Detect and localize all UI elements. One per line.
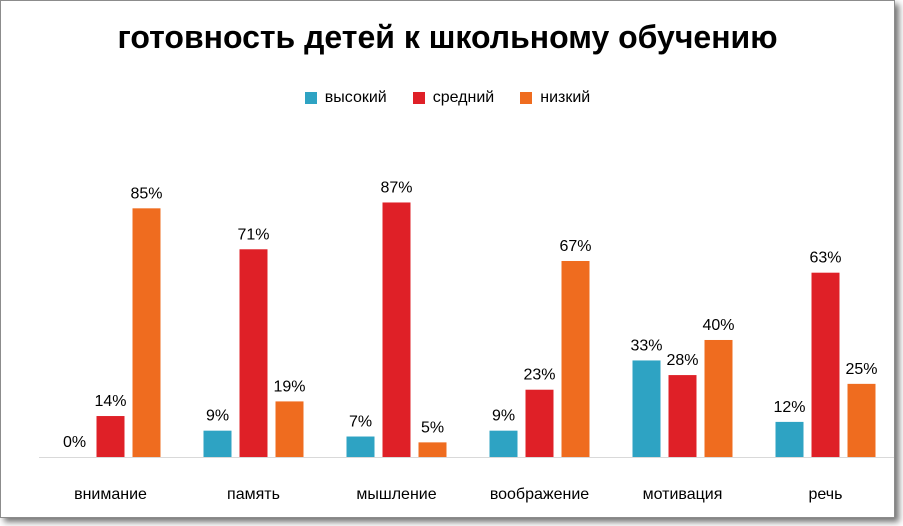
category-label: мышление bbox=[356, 486, 436, 503]
data-label: 33% bbox=[630, 337, 662, 354]
bar-речь-низкий bbox=[847, 383, 876, 457]
bar-память-высокий bbox=[203, 430, 232, 457]
bar-мотивация-средний bbox=[668, 375, 697, 457]
bar-речь-высокий bbox=[775, 421, 804, 457]
data-label: 9% bbox=[206, 408, 229, 425]
data-label: 87% bbox=[380, 179, 412, 196]
bar-внимание-низкий bbox=[132, 208, 161, 457]
data-label: 0% bbox=[63, 434, 86, 451]
bar-память-низкий bbox=[275, 401, 304, 457]
data-label: 23% bbox=[523, 367, 555, 384]
bar-мышление-высокий bbox=[346, 436, 375, 457]
category-label: речь bbox=[809, 486, 843, 503]
bar-внимание-средний bbox=[96, 416, 125, 457]
bar-память-средний bbox=[239, 249, 268, 457]
category-label: мотивация bbox=[643, 486, 723, 503]
data-label: 9% bbox=[492, 408, 515, 425]
data-label: 7% bbox=[349, 414, 372, 431]
legend-swatch-high bbox=[304, 92, 317, 104]
data-label: 28% bbox=[666, 352, 698, 369]
data-label: 12% bbox=[773, 399, 805, 416]
category-label: воображение bbox=[490, 486, 589, 503]
data-label: 5% bbox=[421, 419, 444, 436]
category-label: память bbox=[227, 486, 280, 503]
bar-речь-средний bbox=[811, 272, 840, 457]
legend-label-medium: средний bbox=[432, 89, 495, 106]
legend: высокий средний низкий bbox=[1, 89, 894, 107]
bar-мышление-средний bbox=[382, 202, 411, 457]
data-label: 19% bbox=[273, 378, 305, 395]
legend-swatch-medium bbox=[412, 92, 425, 104]
legend-label-high: высокий bbox=[324, 89, 387, 106]
chart-title: готовность детей к школьному обучению bbox=[117, 19, 778, 55]
data-label: 25% bbox=[845, 361, 877, 378]
bar-мотивация-высокий bbox=[632, 360, 661, 457]
legend-item-medium: средний bbox=[412, 89, 495, 107]
legend-label-low: низкий bbox=[540, 89, 591, 106]
bar-воображение-высокий bbox=[489, 430, 518, 457]
category-label: внимание bbox=[74, 486, 147, 503]
bar-мотивация-низкий bbox=[704, 339, 733, 457]
data-label: 71% bbox=[237, 226, 269, 243]
bar-мышление-низкий bbox=[418, 442, 447, 457]
legend-item-low: низкий bbox=[520, 89, 590, 107]
bar-воображение-низкий bbox=[561, 260, 590, 457]
data-label: 14% bbox=[94, 393, 126, 410]
bar-воображение-средний bbox=[525, 389, 554, 457]
data-label: 63% bbox=[809, 250, 841, 267]
data-label: 67% bbox=[559, 238, 591, 255]
legend-item-high: высокий bbox=[304, 89, 387, 107]
chart-frame: готовность детей к школьному обучению вы… bbox=[0, 0, 895, 518]
data-label: 85% bbox=[130, 185, 162, 202]
plot-area: 0% 14% 85% внимание 9% 71% 19% память 7% 87% 5% мыш… bbox=[39, 179, 894, 503]
legend-swatch-low bbox=[520, 92, 533, 104]
data-label: 40% bbox=[702, 317, 734, 334]
